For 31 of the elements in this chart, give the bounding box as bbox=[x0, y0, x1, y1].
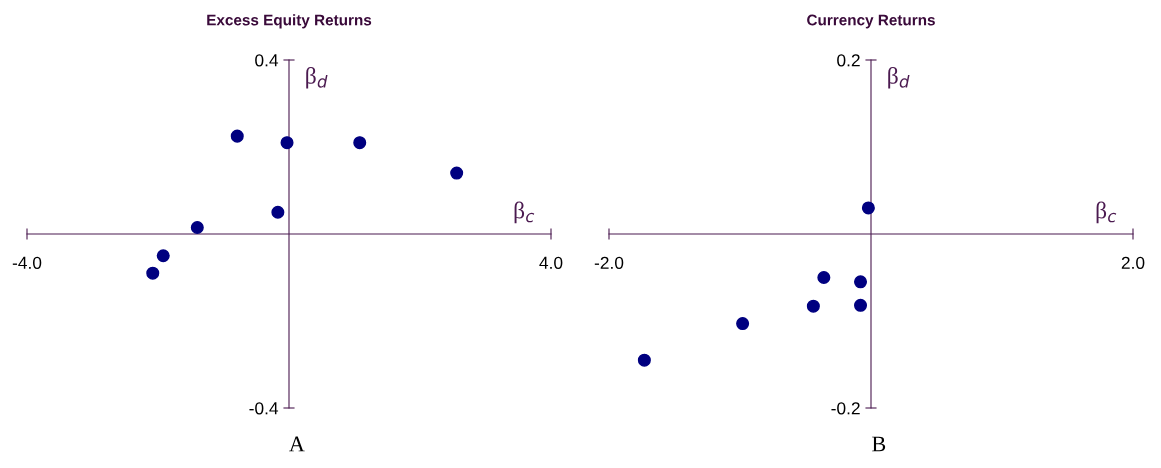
point bbox=[280, 136, 294, 150]
chart-title: Excess Equity Returns bbox=[207, 14, 372, 29]
point bbox=[854, 298, 868, 312]
point bbox=[156, 249, 170, 263]
text: A bbox=[289, 436, 305, 452]
chart-title: Currency Returns bbox=[807, 14, 935, 29]
x-tick-label: -4.0 bbox=[12, 256, 42, 269]
y-tick-label: -0.2 bbox=[831, 402, 860, 415]
x-tick-label: -2.0 bbox=[594, 256, 624, 269]
point bbox=[854, 275, 868, 289]
point bbox=[271, 205, 285, 219]
point bbox=[353, 136, 367, 150]
y-axis-title: β$_{d}$ bbox=[888, 66, 910, 89]
y-axis-title: β$_{d}$ bbox=[306, 66, 328, 89]
y-tick-label: -0.4 bbox=[249, 402, 279, 415]
x-tick-label: 2.0 bbox=[1121, 256, 1145, 269]
point bbox=[450, 166, 464, 180]
point bbox=[637, 353, 651, 367]
point bbox=[230, 129, 244, 143]
point bbox=[146, 266, 160, 280]
y-tick-label: 0.4 bbox=[255, 54, 279, 67]
point bbox=[806, 299, 820, 313]
x-axis-title: β$_{c}$ bbox=[514, 201, 535, 224]
point bbox=[861, 201, 875, 215]
text: B bbox=[872, 436, 886, 452]
y-tick-label: 0.2 bbox=[837, 54, 860, 67]
x-axis-title: β$_{c}$ bbox=[1096, 201, 1117, 224]
x-tick-label: 4.0 bbox=[539, 256, 563, 269]
point bbox=[817, 270, 831, 285]
point bbox=[736, 317, 750, 331]
point bbox=[190, 220, 204, 234]
